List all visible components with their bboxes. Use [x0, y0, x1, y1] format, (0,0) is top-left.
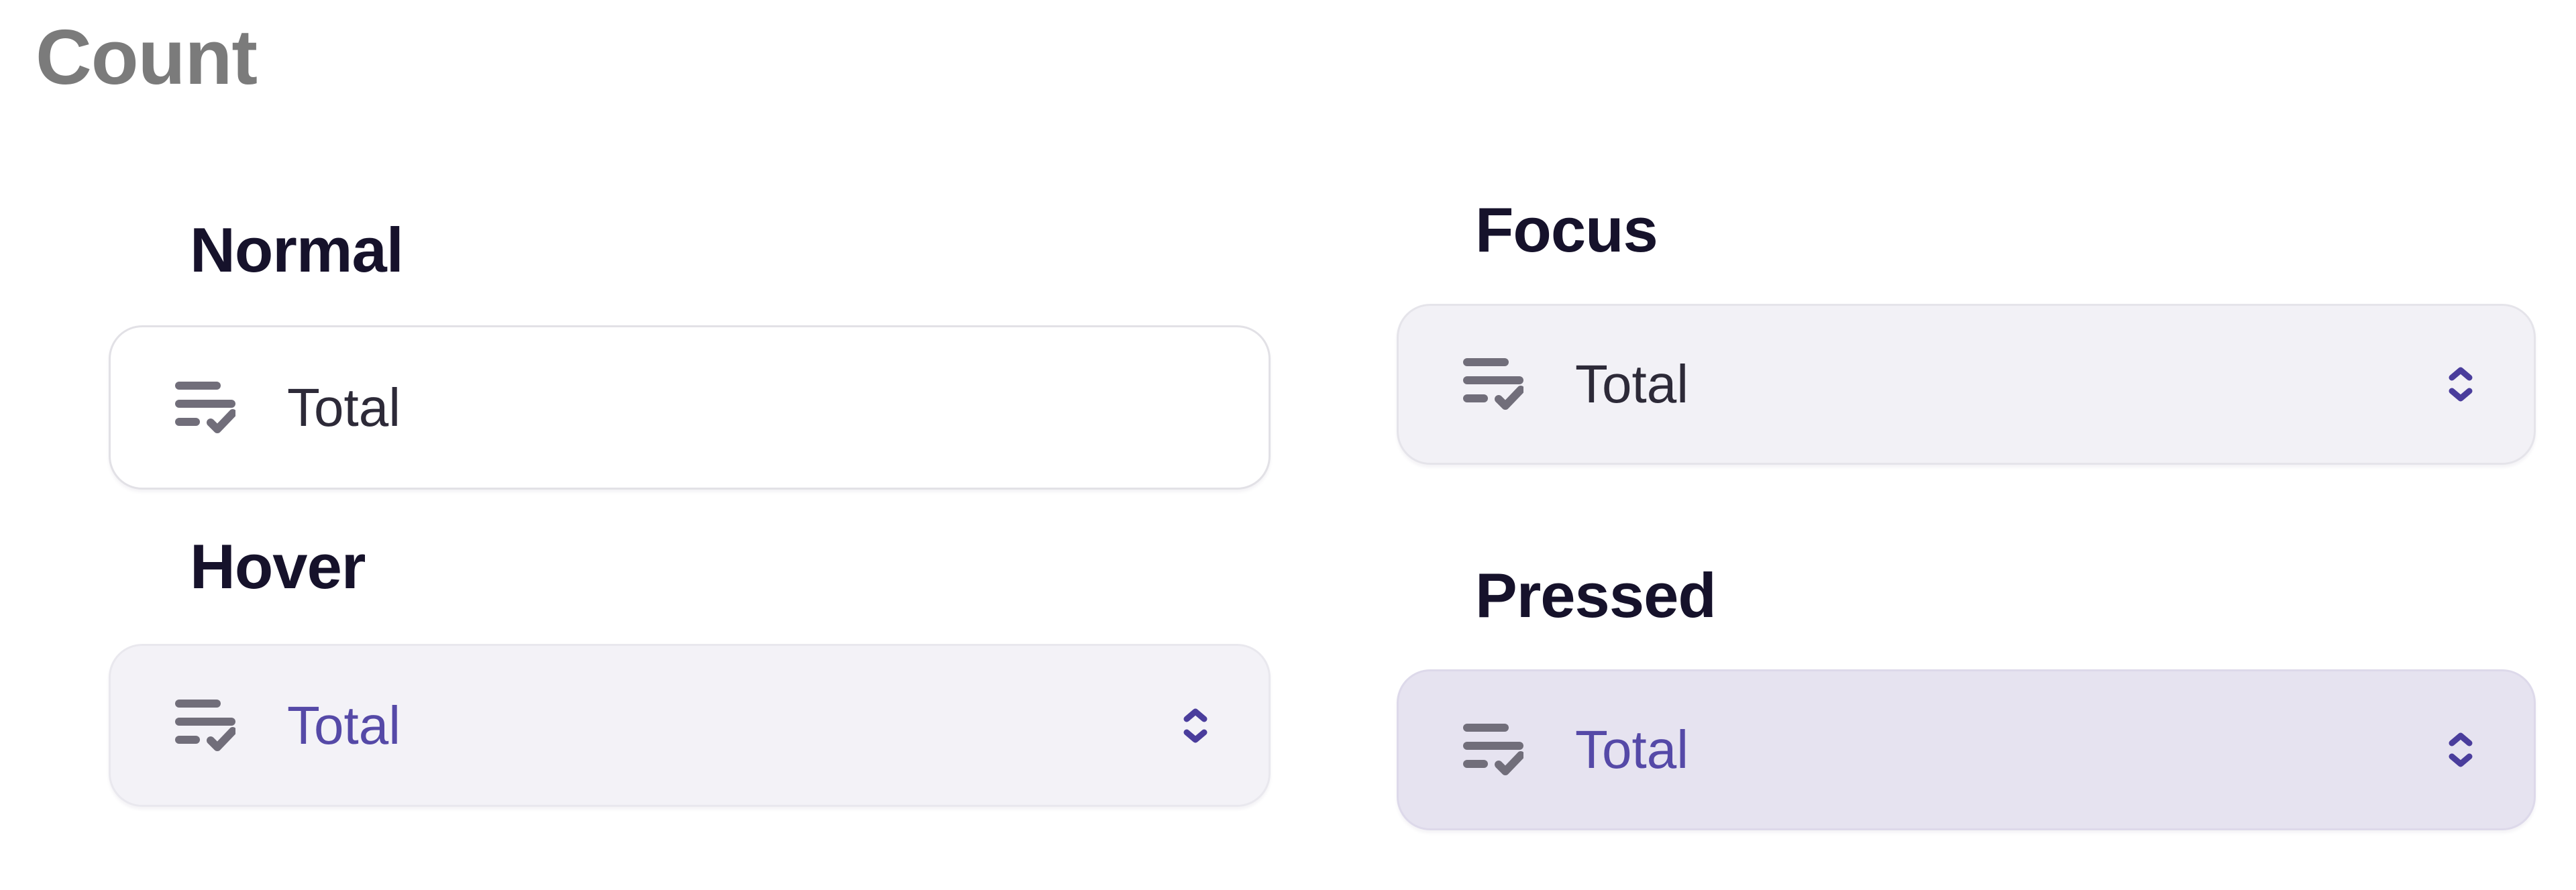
count-select-pressed[interactable]: Total — [1397, 669, 2536, 830]
selected-value: Total — [1575, 354, 1688, 414]
state-label-pressed: Pressed — [1475, 560, 1717, 630]
list-check-icon — [175, 381, 235, 433]
state-label-focus: Focus — [1475, 194, 1658, 265]
selected-value: Total — [287, 695, 400, 755]
state-label-normal: Normal — [190, 215, 404, 285]
unfold-vertical-chevron-icon — [1183, 708, 1208, 742]
list-check-icon — [1463, 358, 1523, 410]
count-select-hover[interactable]: Total — [109, 644, 1271, 807]
state-label-hover: Hover — [190, 531, 366, 602]
count-select-normal[interactable]: Total — [109, 325, 1271, 490]
list-check-icon — [175, 699, 235, 751]
list-check-icon — [1463, 724, 1523, 775]
selected-value: Total — [1575, 720, 1688, 779]
unfold-vertical-chevron-icon — [2449, 732, 2473, 767]
unfold-vertical-chevron-icon — [2449, 367, 2473, 402]
section-title: Count — [36, 13, 258, 101]
selected-value: Total — [287, 377, 400, 437]
count-select-focus[interactable]: Total — [1397, 304, 2536, 465]
